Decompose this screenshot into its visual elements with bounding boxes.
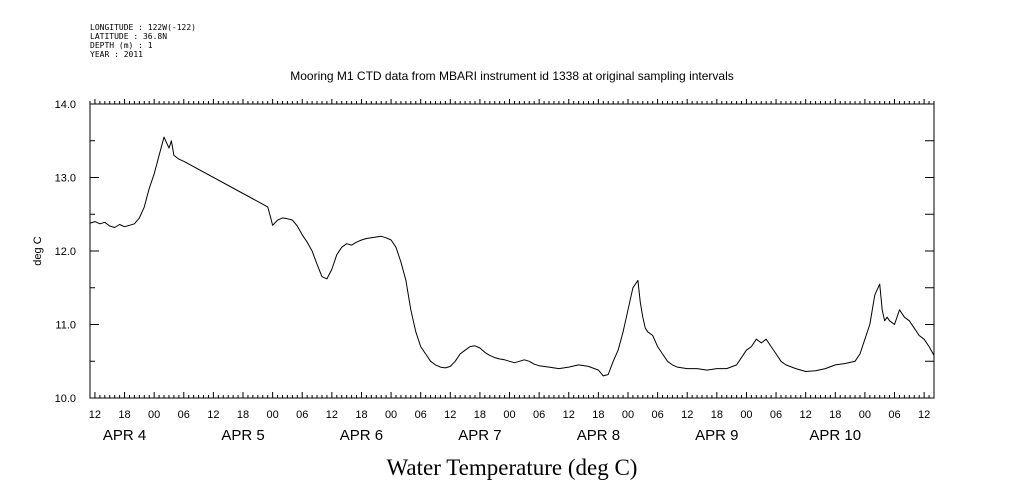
x-day-label: APR 4 [103,427,146,444]
plot-frame [89,103,935,399]
x-day-label: APR 9 [695,427,738,444]
x-tick-label: 06 [651,409,663,421]
x-tick-label: 18 [592,409,604,421]
x-day-label: APR 10 [809,427,861,444]
x-tick-label: 18 [829,409,841,421]
x-tick-label: 12 [444,409,456,421]
meta-year: YEAR : 2011 [90,50,143,59]
x-tick-label: 06 [888,409,900,421]
x-tick-label: 06 [770,409,782,421]
x-day-label: APR 8 [577,427,620,444]
meta-latitude: LATITUDE : 36.8N [90,32,167,41]
x-day-label: APR 5 [221,427,264,444]
x-tick-label: 18 [711,409,723,421]
series-line-0 [89,136,935,377]
chart-title: Mooring M1 CTD data from MBARI instrumen… [290,69,734,83]
metadata-block: LONGITUDE : 122W(-122) LATITUDE : 36.8N … [90,23,196,59]
x-tick-label: 18 [118,409,130,421]
x-tick-label: 18 [474,409,486,421]
x-tick-label: 00 [148,409,160,421]
x-tick-label: 12 [89,409,101,421]
y-axis-label: deg C [32,236,44,265]
x-tick-label: 00 [503,409,515,421]
y-tick-label: 14.0 [55,99,76,111]
x-day-label: APR 7 [458,427,501,444]
x-tick-label: 12 [563,409,575,421]
y-tick-label: 10.0 [55,393,76,405]
x-tick-label: 06 [533,409,545,421]
x-tick-label: 00 [622,409,634,421]
x-tick-label: 06 [178,409,190,421]
x-tick-label: 00 [740,409,752,421]
x-tick-label: 12 [918,409,930,421]
x-tick-label: 06 [415,409,427,421]
x-axis-title: Water Temperature (deg C) [387,455,638,480]
x-tick-label: 12 [207,409,219,421]
x-tick-label: 12 [326,409,338,421]
y-tick-label: 13.0 [55,173,76,185]
x-tick-label: 12 [800,409,812,421]
y-tick-label: 11.0 [55,320,76,332]
x-tick-label: 00 [266,409,278,421]
series-group [89,136,935,377]
x-tick-label: 18 [355,409,367,421]
x-tick-label: 00 [385,409,397,421]
axes [89,103,935,399]
x-tick-label: 06 [296,409,308,421]
y-ticks: 10.0 11.0 12.0 13.0 14.0 [55,99,934,405]
x-tick-label: 12 [681,409,693,421]
meta-depth: DEPTH (m) : 1 [90,41,153,50]
x-day-label: APR 6 [340,427,383,444]
y-tick-label: 12.0 [55,246,76,258]
x-tick-label: 18 [237,409,249,421]
x-tick-label: 00 [859,409,871,421]
meta-longitude: LONGITUDE : 122W(-122) [90,23,196,32]
